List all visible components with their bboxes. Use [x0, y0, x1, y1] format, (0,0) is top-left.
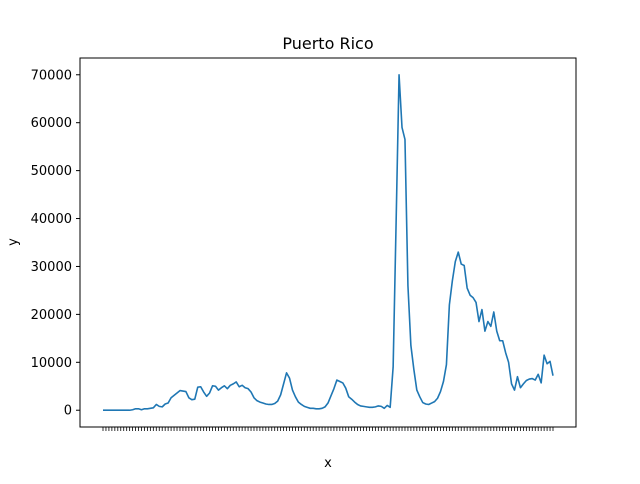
y-tick-label: 50000: [31, 164, 72, 179]
plot-frame: [79, 57, 577, 428]
y-tick-label: 60000: [31, 116, 72, 131]
y-axis: 0 10000 20000 30000 40000 50000 60000 70000: [31, 68, 80, 419]
y-tick-label: 40000: [31, 212, 72, 227]
y-tick-label: 70000: [31, 68, 72, 83]
y-axis-label: y: [6, 238, 21, 246]
y-tick-label: 0: [64, 404, 72, 419]
plot-area: [103, 73, 554, 412]
y-tick-label: 20000: [31, 308, 72, 323]
x-axis-label: x: [324, 456, 332, 471]
y-tick-label: 30000: [31, 260, 72, 275]
x-axis-ticks: [102, 427, 554, 431]
series-line: [103, 73, 554, 412]
chart-title: Puerto Rico: [282, 34, 373, 53]
y-tick-label: 10000: [31, 356, 72, 371]
